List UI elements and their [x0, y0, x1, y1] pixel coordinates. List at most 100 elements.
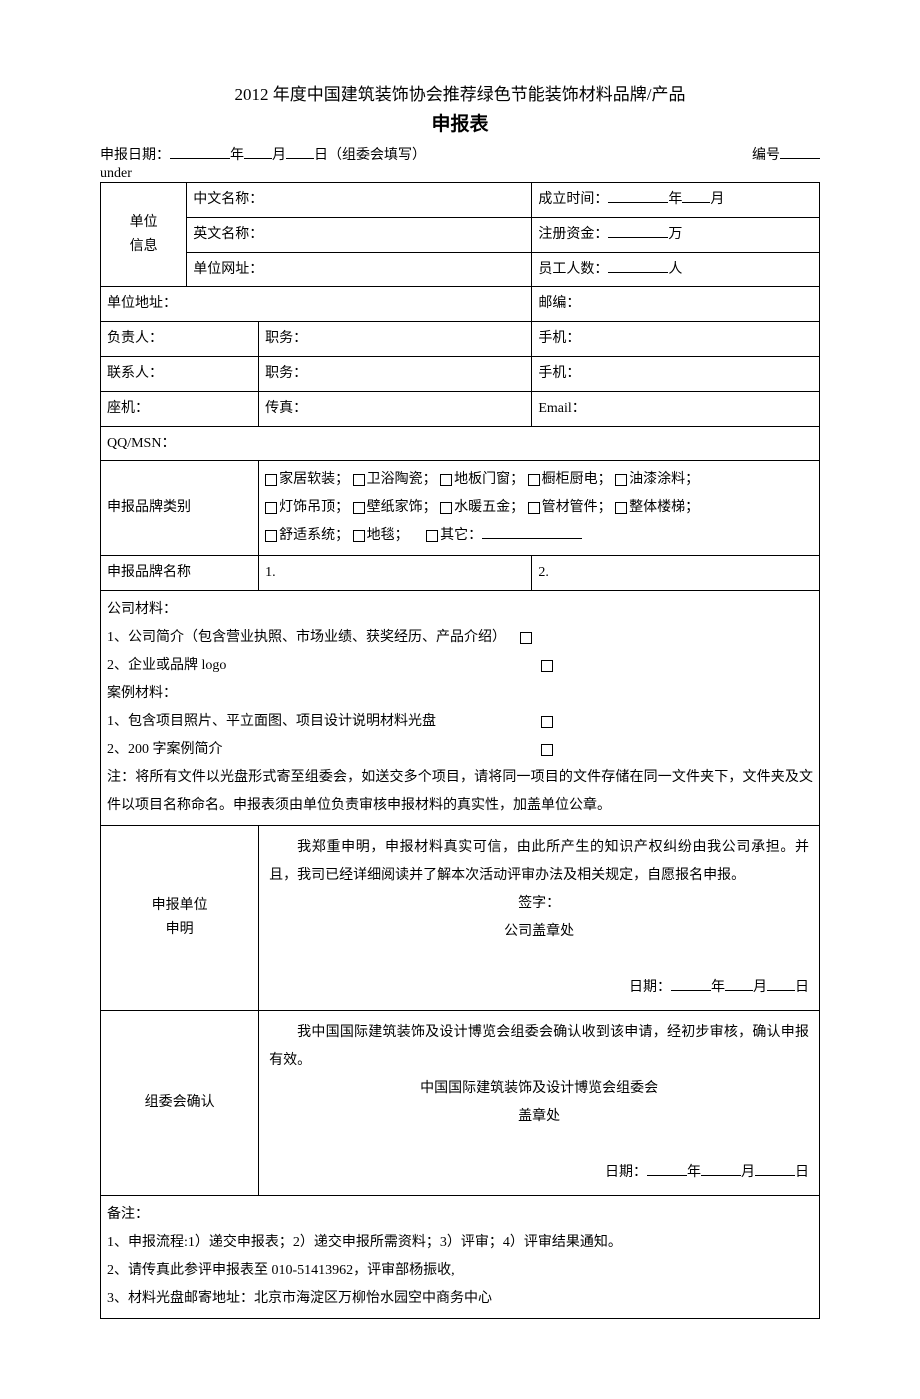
checkbox-icon[interactable] [353, 502, 365, 514]
checkbox-icon[interactable] [541, 744, 553, 756]
brand-name-2[interactable]: 2. [532, 556, 820, 591]
contact-cell[interactable]: 联系人： [101, 356, 259, 391]
confirm-cell: 我中国国际建筑装饰及设计博览会组委会确认收到该申请，经初步审核，确认申报有效。 … [259, 1011, 820, 1196]
month-suffix: 月 [272, 148, 286, 163]
checkbox-icon[interactable] [440, 474, 452, 486]
checkbox-icon[interactable] [615, 502, 627, 514]
postcode-cell[interactable]: 邮编： [532, 287, 820, 322]
serial-no: 编号 [752, 144, 820, 164]
declaration-label: 申报单位 申明 [101, 826, 259, 1011]
notes-3: 3、材料光盘邮寄地址：北京市海淀区万柳怡水园空中商务中心 [107, 1285, 813, 1313]
leader-cell[interactable]: 负责人： [101, 322, 259, 357]
confirm-text: 我中国国际建筑装饰及设计博览会组委会确认收到该申请，经初步审核，确认申报有效。 [269, 1019, 809, 1075]
capital-unit: 万 [668, 227, 682, 242]
tel-cell[interactable]: 座机： [101, 391, 259, 426]
notes-hdr: 备注： [107, 1201, 813, 1229]
checkbox-icon[interactable] [520, 632, 532, 644]
leader-title-cell[interactable]: 职务： [259, 322, 532, 357]
unit-info-label: 单位 信息 [101, 183, 187, 287]
declaration-date: 日期：年月日 [269, 974, 809, 1002]
checkbox-icon[interactable] [615, 474, 627, 486]
email-cell[interactable]: Email： [532, 391, 820, 426]
cat-6: 壁纸家饰； [367, 500, 437, 515]
confirm-label: 组委会确认 [101, 1011, 259, 1196]
confirm-stamp: 盖章处 [269, 1103, 809, 1131]
declaration-sign: 签字： [269, 890, 809, 918]
website-cell[interactable]: 单位网址： [187, 252, 532, 287]
declaration-text: 我郑重申明，申报材料真实可信，由此所产生的知识产权纠纷由我公司承担。并且，我司已… [269, 834, 809, 890]
checkbox-icon[interactable] [541, 716, 553, 728]
cat-7: 水暖五金； [454, 500, 524, 515]
notes-2: 2、请传真此参评申报表至 010-51413962，评审部杨振收, [107, 1257, 813, 1285]
capital-cell[interactable]: 注册资金： 万 [532, 217, 820, 252]
cn-name-cell[interactable]: 中文名称： [187, 183, 532, 218]
category-label: 申报品牌类别 [101, 461, 259, 556]
leader-phone-cell[interactable]: 手机： [532, 322, 820, 357]
founded-month: 月 [710, 192, 724, 207]
date-label: 申报日期： [100, 148, 170, 163]
cat-10: 舒适系统； [279, 528, 349, 543]
day-suffix: 日（组委会填写） [314, 148, 426, 163]
conf-date-label: 日期： [605, 1165, 647, 1180]
brand-name-label: 申报品牌名称 [101, 556, 259, 591]
cat-4: 油漆涂料； [629, 472, 699, 487]
brand-name-1[interactable]: 1. [259, 556, 532, 591]
mat-s2: 2、200 字案例简介 [107, 736, 527, 764]
mat-note: 注：将所有文件以光盘形式寄至组委会，如送交多个项目，请将同一项目的文件存储在同一… [107, 764, 813, 820]
capital-label: 注册资金： [538, 227, 608, 242]
founded-year: 年 [668, 192, 682, 207]
cat-11: 地毯； [367, 528, 409, 543]
mat-c2: 2、企业或品牌 logo [107, 652, 527, 680]
checkbox-icon[interactable] [265, 502, 277, 514]
notes-1: 1、申报流程:1）递交申报表；2）递交申报所需资料；3）评审；4）评审结果通知。 [107, 1229, 813, 1257]
case-mat-hdr: 案例材料： [107, 680, 813, 708]
declaration-stamp: 公司盖章处 [269, 918, 809, 946]
founded-label: 成立时间： [538, 192, 608, 207]
qq-cell[interactable]: QQ/MSN： [101, 426, 820, 461]
staff-cell[interactable]: 员工人数：人 [532, 252, 820, 287]
cat-9: 整体楼梯； [629, 500, 699, 515]
cat-5: 灯饰吊顶； [279, 500, 349, 515]
cat-other-label: 其它： [440, 528, 482, 543]
decl-month: 月 [753, 980, 767, 995]
checkbox-icon[interactable] [265, 474, 277, 486]
founded-cell[interactable]: 成立时间： 年 月 [532, 183, 820, 218]
checkbox-icon[interactable] [440, 502, 452, 514]
confirm-org: 中国国际建筑装饰及设计博览会组委会 [269, 1075, 809, 1103]
header-row: 申报日期：年月日（组委会填写） 编号 [100, 144, 820, 164]
contact-phone-cell[interactable]: 手机： [532, 356, 820, 391]
page-title-line2: 申报表 [100, 109, 820, 136]
serial-label: 编号 [752, 148, 780, 163]
decl-year: 年 [711, 980, 725, 995]
declaration-cell: 我郑重申明，申报材料真实可信，由此所产生的知识产权纠纷由我公司承担。并且，我司已… [259, 826, 820, 1011]
cat-2: 地板门窗； [454, 472, 524, 487]
cat-1: 卫浴陶瓷； [367, 472, 437, 487]
fax-cell[interactable]: 传真： [259, 391, 532, 426]
checkbox-icon[interactable] [426, 530, 438, 542]
address-cell[interactable]: 单位地址： [101, 287, 532, 322]
confirm-date: 日期： 年 月 日 [269, 1159, 809, 1187]
checkbox-icon[interactable] [528, 502, 540, 514]
category-options[interactable]: 家居软装； 卫浴陶瓷； 地板门窗； 橱柜厨电； 油漆涂料； 灯饰吊顶； 壁纸家饰… [259, 461, 820, 556]
checkbox-icon[interactable] [541, 660, 553, 672]
mat-s1: 1、包含项目照片、平立面图、项目设计说明材料光盘 [107, 708, 527, 736]
checkbox-icon[interactable] [528, 474, 540, 486]
materials-cell: 公司材料： 1、公司简介（包含营业执照、市场业绩、获奖经历、产品介绍） 2、企业… [101, 591, 820, 826]
page-title-line1: 2012 年度中国建筑装饰协会推荐绿色节能装饰材料品牌/产品 [100, 80, 820, 105]
company-mat-hdr: 公司材料： [107, 596, 813, 624]
notes-cell: 备注： 1、申报流程:1）递交申报表；2）递交申报所需资料；3）评审；4）评审结… [101, 1196, 820, 1319]
conf-month: 月 [741, 1165, 755, 1180]
decl-day: 日 [795, 980, 809, 995]
cat-3: 橱柜厨电； [542, 472, 612, 487]
checkbox-icon[interactable] [353, 530, 365, 542]
apply-date: 申报日期：年月日（组委会填写） [100, 144, 426, 164]
checkbox-icon[interactable] [353, 474, 365, 486]
en-name-cell[interactable]: 英文名称： [187, 217, 532, 252]
conf-day: 日 [795, 1165, 809, 1180]
cat-8: 管材管件； [542, 500, 612, 515]
conf-year: 年 [687, 1165, 701, 1180]
cat-0: 家居软装； [279, 472, 349, 487]
checkbox-icon[interactable] [265, 530, 277, 542]
contact-title-cell[interactable]: 职务： [259, 356, 532, 391]
staff-unit: 人 [668, 262, 682, 277]
